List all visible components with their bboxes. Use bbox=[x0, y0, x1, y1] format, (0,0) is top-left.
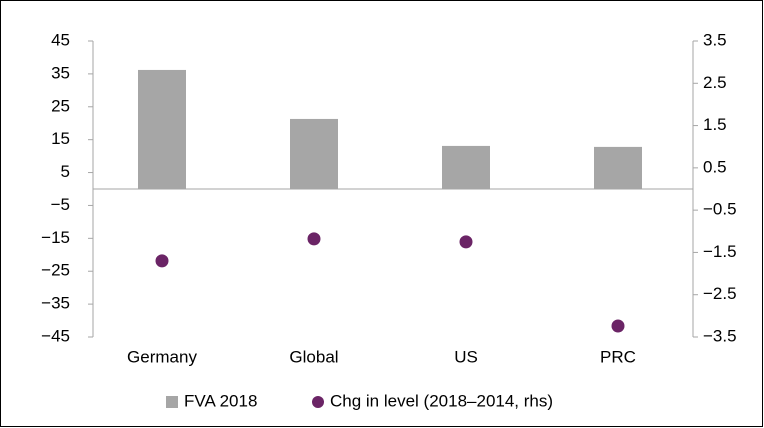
y-tick-label: −45 bbox=[41, 326, 70, 345]
x-tick-label: US bbox=[454, 347, 478, 366]
dot bbox=[459, 235, 473, 249]
y-tick-label: 45 bbox=[51, 30, 70, 49]
y2-tick-label: −3.5 bbox=[703, 326, 737, 345]
y-tick-label: −35 bbox=[41, 294, 70, 313]
legend-swatch bbox=[312, 396, 324, 408]
bar bbox=[290, 118, 338, 189]
y2-tick-label: 2.5 bbox=[703, 73, 727, 92]
legend-label: FVA 2018 bbox=[184, 391, 257, 410]
y2-tick-label: −1.5 bbox=[703, 242, 737, 261]
y-tick-label: −5 bbox=[51, 195, 70, 214]
dot bbox=[307, 232, 321, 246]
y-tick-label: −25 bbox=[41, 261, 70, 280]
y-tick-label: 15 bbox=[51, 129, 70, 148]
x-tick-label: Global bbox=[289, 347, 338, 366]
y2-tick-label: −0.5 bbox=[703, 200, 737, 219]
bar bbox=[442, 145, 490, 189]
y2-tick-label: 3.5 bbox=[703, 30, 727, 49]
y-tick-label: 5 bbox=[61, 162, 70, 181]
legend-swatch bbox=[166, 396, 178, 408]
bar bbox=[138, 69, 186, 189]
dot bbox=[611, 319, 625, 333]
y-tick-label: −15 bbox=[41, 228, 70, 247]
y2-tick-label: 0.5 bbox=[703, 157, 727, 176]
y-tick-label: 25 bbox=[51, 96, 70, 115]
bar bbox=[594, 146, 642, 189]
x-tick-label: PRC bbox=[600, 347, 636, 366]
y2-tick-label: −2.5 bbox=[703, 284, 737, 303]
legend-label: Chg in level (2018–2014, rhs) bbox=[330, 391, 553, 410]
x-tick-label: Germany bbox=[127, 347, 197, 366]
y2-tick-label: 1.5 bbox=[703, 115, 727, 134]
y-tick-label: 35 bbox=[51, 63, 70, 82]
dot bbox=[155, 254, 169, 268]
